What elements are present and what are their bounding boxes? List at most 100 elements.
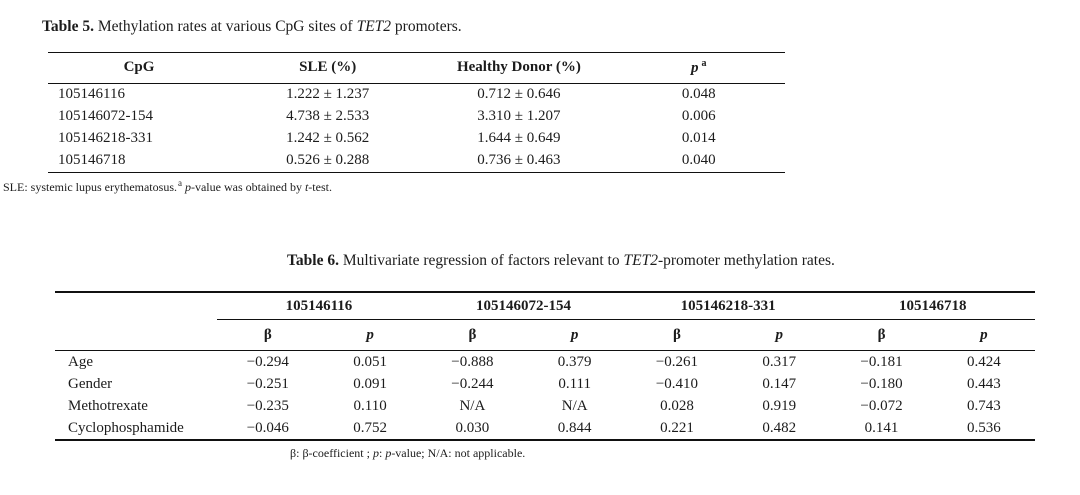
table6-caption-label: Table 6. bbox=[287, 251, 339, 269]
table6-row-label: Age bbox=[68, 353, 93, 370]
table6-footnote-end: -value; N/A: not applicable. bbox=[391, 446, 526, 461]
table6-beta-header: β bbox=[421, 319, 524, 352]
table5-hd: 0.736 ± 0.463 bbox=[477, 152, 561, 169]
table-row: Methotrexate −0.235 0.110 N/A N/A 0.028 … bbox=[55, 395, 1035, 417]
table6-value: 0.317 bbox=[762, 353, 797, 370]
table6-group-105146218-331: 105146218-331 bbox=[625, 292, 831, 321]
table6-value: 0.379 bbox=[557, 353, 592, 370]
table5-caption-label: Table 5. bbox=[42, 18, 94, 35]
table-row: 105146116 1.222 ± 1.237 0.712 ± 0.646 0.… bbox=[48, 83, 785, 106]
table5-sle: 1.222 ± 1.237 bbox=[286, 86, 370, 103]
table6-footnote-p2-italic: p bbox=[385, 446, 392, 461]
table-row: Gender −0.251 0.091 −0.244 0.111 −0.410 … bbox=[55, 373, 1035, 395]
table6-value: 0.028 bbox=[660, 397, 694, 414]
table6-beta-header: β bbox=[216, 319, 319, 352]
table6-group-105146072-154: 105146072-154 bbox=[421, 292, 626, 321]
table6-value: 0.141 bbox=[864, 419, 899, 436]
table5-caption-text: Methylation rates at various CpG sites o… bbox=[93, 18, 357, 35]
table6-p-header: p bbox=[523, 319, 626, 352]
table6-value: −0.046 bbox=[246, 419, 289, 436]
table6-value: N/A bbox=[459, 397, 486, 414]
table-row: Cyclophosphamide −0.046 0.752 0.030 0.84… bbox=[55, 417, 1035, 440]
table6-beta-header: β bbox=[830, 319, 933, 352]
table6-value: 0.482 bbox=[762, 419, 797, 436]
table6-value: −0.410 bbox=[655, 375, 699, 392]
table5-col-healthy-donor: Healthy Donor (%) bbox=[425, 52, 613, 84]
table6: 105146116 105146072-154 105146218-331 10… bbox=[55, 291, 1035, 442]
table5-footnote-superscript: a bbox=[177, 177, 182, 188]
table6-value: 0.110 bbox=[353, 397, 387, 414]
table6-value: −0.072 bbox=[860, 397, 903, 414]
table6-caption: Table 6. Multivariate regression of fact… bbox=[287, 252, 1080, 270]
table5-sle: 0.526 ± 0.288 bbox=[286, 152, 370, 169]
table5-cpg: 105146072-154 bbox=[58, 108, 153, 125]
table5-col-cpg: CpG bbox=[48, 52, 231, 84]
table6-value: −0.294 bbox=[246, 353, 289, 370]
table6-value: 0.844 bbox=[557, 419, 592, 436]
table6-value: 0.743 bbox=[966, 397, 1001, 414]
table5-hd: 3.310 ± 1.207 bbox=[477, 108, 561, 125]
table-row: Age −0.294 0.051 −0.888 0.379 −0.261 0.3… bbox=[55, 351, 1035, 374]
table6-p-header: p bbox=[728, 319, 831, 352]
table5-cpg: 105146718 bbox=[58, 152, 126, 169]
table6-value: 0.091 bbox=[353, 375, 387, 392]
table6-row-label: Methotrexate bbox=[68, 397, 148, 414]
table6-footnote-text2: : bbox=[378, 446, 386, 461]
table6-value: 0.424 bbox=[966, 353, 1001, 370]
table6-value: −0.251 bbox=[246, 375, 289, 392]
table6-value: 0.752 bbox=[353, 419, 387, 436]
table6-value: −0.261 bbox=[655, 353, 699, 370]
table5-hd: 1.644 ± 0.649 bbox=[477, 130, 561, 147]
table6-footnote: β: β-coefficient ; p: p-value; N/A: not … bbox=[290, 447, 1080, 461]
table6-value: 0.536 bbox=[966, 419, 1001, 436]
table5-p: 0.040 bbox=[681, 152, 716, 169]
table5-col-sle: SLE (%) bbox=[230, 52, 426, 84]
table-row: 105146718 0.526 ± 0.288 0.736 ± 0.463 0.… bbox=[48, 150, 785, 173]
table5-cpg: 105146218-331 bbox=[58, 130, 153, 147]
table6-caption-text: Multivariate regression of factors relev… bbox=[338, 251, 624, 269]
table6-beta-header: β bbox=[625, 319, 729, 352]
table6-subheader-blank bbox=[55, 319, 217, 352]
table5-cpg: 105146116 bbox=[58, 86, 125, 103]
table5-footnote-text2: -value was obtained by bbox=[190, 179, 305, 194]
table6-value: N/A bbox=[561, 397, 588, 414]
table6-subheader-row: β p β p β p β p bbox=[55, 319, 1035, 352]
table6-corner-blank bbox=[55, 292, 217, 320]
table5-col-p-label: p bbox=[691, 60, 699, 77]
table5-p: 0.014 bbox=[681, 130, 716, 147]
table5-footnote-p-italic: p bbox=[184, 179, 191, 194]
table6-group-105146718: 105146718 bbox=[830, 292, 1035, 321]
table5-p: 0.006 bbox=[681, 108, 716, 125]
table5-footnote: SLE: systemic lupus erythematosus.a p-val… bbox=[3, 178, 1080, 195]
table6-value: −0.180 bbox=[860, 375, 903, 392]
table5-footnote-end: -test. bbox=[308, 179, 332, 194]
table6-value: 0.147 bbox=[762, 375, 797, 392]
table5-footnote-t-italic: t bbox=[304, 179, 309, 194]
table6-value: −0.235 bbox=[246, 397, 289, 414]
table5-caption-gene: TET2 bbox=[356, 18, 392, 35]
table6-footnote-p-italic: p bbox=[372, 446, 379, 461]
table6-value: −0.244 bbox=[451, 375, 494, 392]
table6-footnote-text: β: β-coefficient ; bbox=[290, 446, 373, 461]
table6-caption-end: -promoter methylation rates. bbox=[657, 251, 835, 269]
table-row: 105146218-331 1.242 ± 0.562 1.644 ± 0.64… bbox=[48, 128, 785, 150]
table5-hd: 0.712 ± 0.646 bbox=[477, 86, 561, 103]
table6-value: −0.181 bbox=[860, 353, 903, 370]
table6-row-label: Gender bbox=[68, 375, 113, 392]
table6-caption-gene: TET2 bbox=[623, 251, 658, 269]
table6-group-105146116: 105146116 bbox=[216, 292, 422, 321]
table5-sle: 1.242 ± 0.562 bbox=[286, 130, 370, 147]
table6-value: 0.051 bbox=[353, 353, 387, 370]
table6-value: −0.888 bbox=[451, 353, 494, 370]
table5-footnote-text: SLE: systemic lupus erythematosus. bbox=[3, 179, 177, 194]
table5-caption: Table 5. Methylation rates at various Cp… bbox=[42, 18, 1080, 36]
table6-value: 0.443 bbox=[966, 375, 1001, 392]
table6-group-header-row: 105146116 105146072-154 105146218-331 10… bbox=[55, 292, 1035, 321]
table5-sle: 4.738 ± 2.533 bbox=[286, 108, 370, 125]
table6-value: 0.919 bbox=[762, 397, 797, 414]
table6-p-header: p bbox=[318, 319, 422, 352]
table6-p-header: p bbox=[932, 319, 1035, 352]
